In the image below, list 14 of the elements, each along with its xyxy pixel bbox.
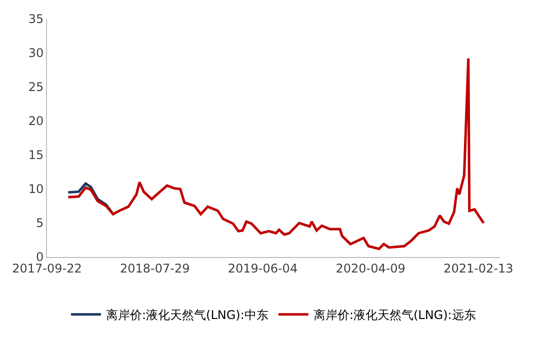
y-tick-label: 35 [28, 12, 44, 26]
y-tick-label: 5 [36, 216, 44, 230]
legend-label: 离岸价:液化天然气(LNG):中东 [106, 308, 268, 322]
x-tick-label: 2018-07-29 [120, 261, 190, 276]
legend-label: 离岸价:液化天然气(LNG):远东 [313, 308, 476, 322]
y-tick-label: 15 [28, 148, 44, 162]
y-tick-label: 20 [28, 114, 44, 128]
y-tick-label: 25 [28, 80, 44, 94]
y-tick-label: 30 [28, 46, 44, 60]
x-tick-label: 2020-04-09 [336, 261, 406, 276]
y-tick-label: 10 [28, 182, 44, 196]
x-tick-label: 2019-06-04 [228, 261, 298, 276]
line-series [66, 57, 485, 250]
x-tick-label: 2021-02-13 [444, 261, 514, 276]
